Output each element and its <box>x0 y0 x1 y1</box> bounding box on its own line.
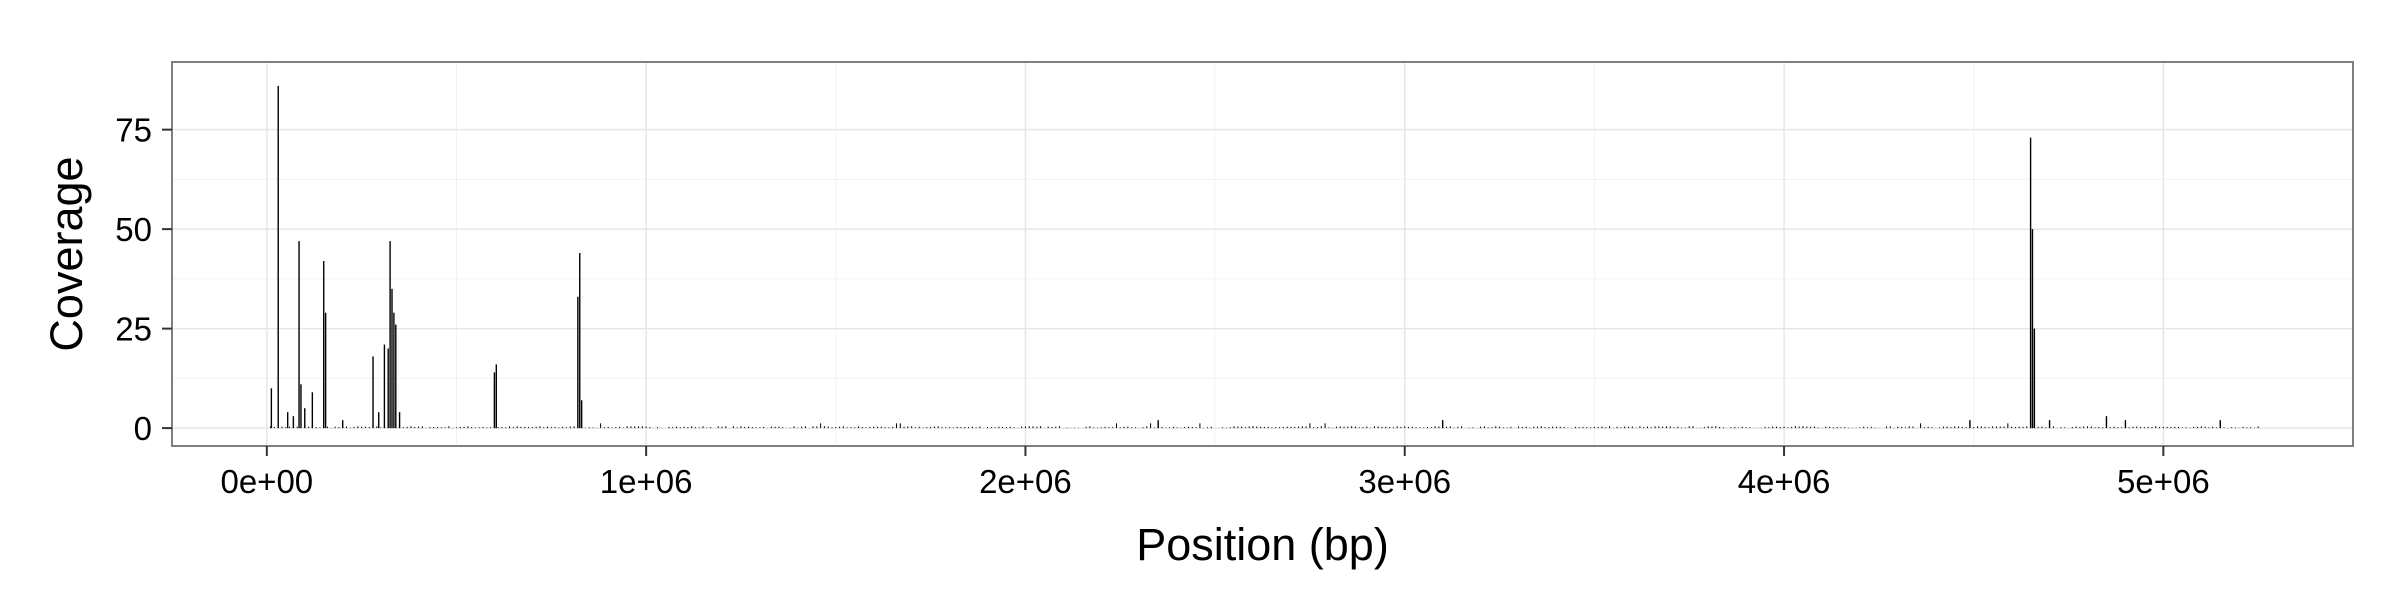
x-axis: 0e+00 1e+06 2e+06 3e+06 4e+06 5e+06 <box>220 446 2210 500</box>
minor-gridlines <box>172 62 2353 446</box>
y-tick-label: 25 <box>115 311 152 348</box>
plot-panel <box>171 61 2354 447</box>
x-tick-label: 5e+06 <box>2117 463 2210 500</box>
major-gridlines <box>172 62 2353 446</box>
y-tick-label: 0 <box>134 410 152 447</box>
coverage-bars <box>266 85 2259 429</box>
y-tick-label: 50 <box>115 211 152 248</box>
panel-background <box>172 62 2353 446</box>
y-axis: 0 25 50 75 <box>115 112 172 447</box>
y-tick-label: 75 <box>115 112 152 149</box>
x-axis-title: Position (bp) <box>1136 519 1389 570</box>
y-axis-title: Coverage <box>41 156 92 351</box>
panel-border <box>171 61 2354 447</box>
x-tick-label: 0e+00 <box>220 463 313 500</box>
x-tick-label: 1e+06 <box>600 463 693 500</box>
x-tick-label: 3e+06 <box>1358 463 1451 500</box>
x-tick-label: 4e+06 <box>1738 463 1831 500</box>
x-tick-label: 2e+06 <box>979 463 1072 500</box>
